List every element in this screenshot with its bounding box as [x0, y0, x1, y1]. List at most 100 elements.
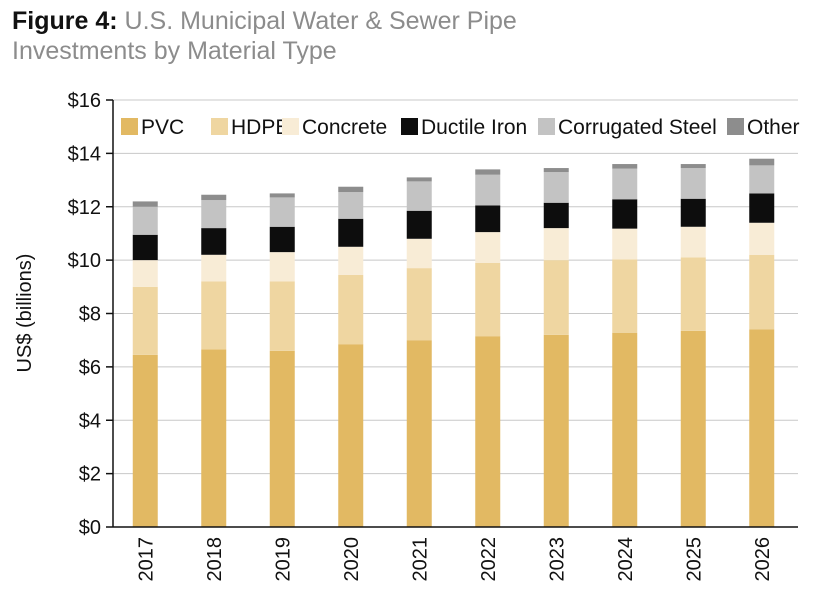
legend: PVC HDPE Concrete Ductile Iron Corrugated St… — [121, 116, 800, 139]
title-line-2: Investments by Material Type — [12, 37, 337, 65]
x-tick-label: 2018 — [204, 537, 226, 582]
bar-segment — [749, 193, 775, 223]
y-tick-label: $10 — [68, 250, 101, 272]
bar-segment — [475, 174, 501, 206]
bar-segment — [612, 228, 638, 260]
legend-swatch — [727, 118, 744, 135]
bar-segment — [612, 332, 638, 527]
x-tick-label: 2017 — [135, 537, 157, 582]
legend-label: Concrete — [302, 116, 387, 139]
bar-segment — [269, 226, 295, 253]
bar-segment — [543, 168, 569, 173]
bar-segment — [543, 228, 569, 261]
y-tick-label: $8 — [79, 304, 101, 326]
bar-segment — [475, 232, 501, 263]
bar-segment — [406, 238, 432, 269]
legend-label: Corrugated Steel — [558, 116, 717, 139]
bar-segment — [543, 172, 569, 203]
bar-segment — [201, 281, 227, 350]
legend-swatch — [121, 118, 138, 135]
bar-segment — [132, 234, 158, 261]
y-tick-label: $2 — [79, 464, 101, 486]
legend-swatch — [401, 118, 418, 135]
bar-segment — [680, 257, 706, 331]
bar-segment — [612, 168, 638, 200]
bar-segment — [680, 198, 706, 227]
bar-segment — [680, 168, 706, 199]
bar-segment — [612, 164, 638, 169]
bar-segment — [749, 254, 775, 330]
bar-segment — [475, 205, 501, 233]
legend-label: PVC — [141, 116, 184, 139]
bar-segment — [406, 181, 432, 211]
bar-segment — [132, 286, 158, 355]
bar-segment — [612, 259, 638, 333]
bar-segment — [269, 281, 295, 351]
bar-segment — [132, 206, 158, 235]
bar-segment — [749, 158, 775, 166]
y-tick-label: $14 — [68, 143, 101, 165]
bar-segment — [475, 262, 501, 337]
x-tick-label: 2022 — [478, 537, 500, 582]
x-tick-label: 2026 — [752, 537, 774, 582]
bar-segment — [201, 200, 227, 229]
y-axis-label: US$ (billions) — [14, 254, 36, 373]
bar-segment — [406, 268, 432, 341]
bar-segment — [132, 260, 158, 287]
bar-segment — [543, 202, 569, 229]
x-tick-label: 2025 — [683, 537, 705, 582]
y-tick-label: $12 — [68, 197, 101, 219]
x-tick-label: 2020 — [341, 537, 363, 582]
bar-segment — [201, 349, 227, 527]
bar-segment — [680, 330, 706, 527]
legend-label: HDPE — [231, 116, 289, 139]
bar-segment — [201, 228, 227, 255]
bar-segment — [338, 186, 364, 193]
bar-segment — [132, 201, 158, 207]
bar-segment — [749, 329, 775, 527]
bar-segment — [475, 336, 501, 527]
axes — [106, 99, 798, 528]
bar-segment — [680, 164, 706, 169]
y-tick-labels: $0 $2 $4 $6 $8 $10 $12 $14 $16 — [68, 90, 101, 539]
bar-segment — [338, 246, 364, 275]
bar-segment — [269, 193, 295, 198]
bar-segment — [338, 344, 364, 527]
bar-segment — [201, 194, 227, 201]
y-tick-label: $6 — [79, 357, 101, 379]
y-tick-label: $16 — [68, 90, 101, 112]
bar-segment — [406, 210, 432, 239]
bar-segment — [406, 177, 432, 182]
bar-series — [132, 158, 775, 527]
bar-segment — [475, 169, 501, 175]
bar-segment — [201, 254, 227, 282]
bar-segment — [612, 199, 638, 229]
bar-segment — [269, 350, 295, 527]
y-tick-label: $4 — [79, 410, 101, 432]
bar-segment — [338, 218, 364, 247]
bar-segment — [543, 334, 569, 527]
legend-swatch — [282, 118, 299, 135]
legend-swatch — [538, 118, 555, 135]
bar-segment — [269, 252, 295, 282]
bar-segment — [269, 197, 295, 227]
legend-label: Other — [747, 116, 800, 139]
bar-segment — [749, 222, 775, 255]
legend-swatch — [211, 118, 228, 135]
chart-title: Figure 4: U.S. Municipal Water & Sewer P… — [12, 6, 802, 66]
y-tick-label: $0 — [79, 517, 101, 539]
bar-segment — [338, 274, 364, 345]
x-tick-labels: 2017 2018 2019 2020 2021 2022 2023 2024 2025 2026 — [135, 537, 774, 582]
bar-segment — [543, 260, 569, 335]
bar-segment — [749, 165, 775, 194]
figure-label: Figure 4: — [12, 7, 118, 35]
title-text-1: U.S. Municipal Water & Sewer Pipe — [124, 7, 517, 35]
x-tick-label: 2023 — [546, 537, 568, 582]
x-tick-label: 2021 — [409, 537, 431, 582]
legend-label: Ductile Iron — [421, 116, 527, 139]
x-tick-label: 2019 — [272, 537, 294, 582]
bar-segment — [338, 192, 364, 219]
bar-segment — [132, 354, 158, 527]
bar-segment — [680, 226, 706, 258]
